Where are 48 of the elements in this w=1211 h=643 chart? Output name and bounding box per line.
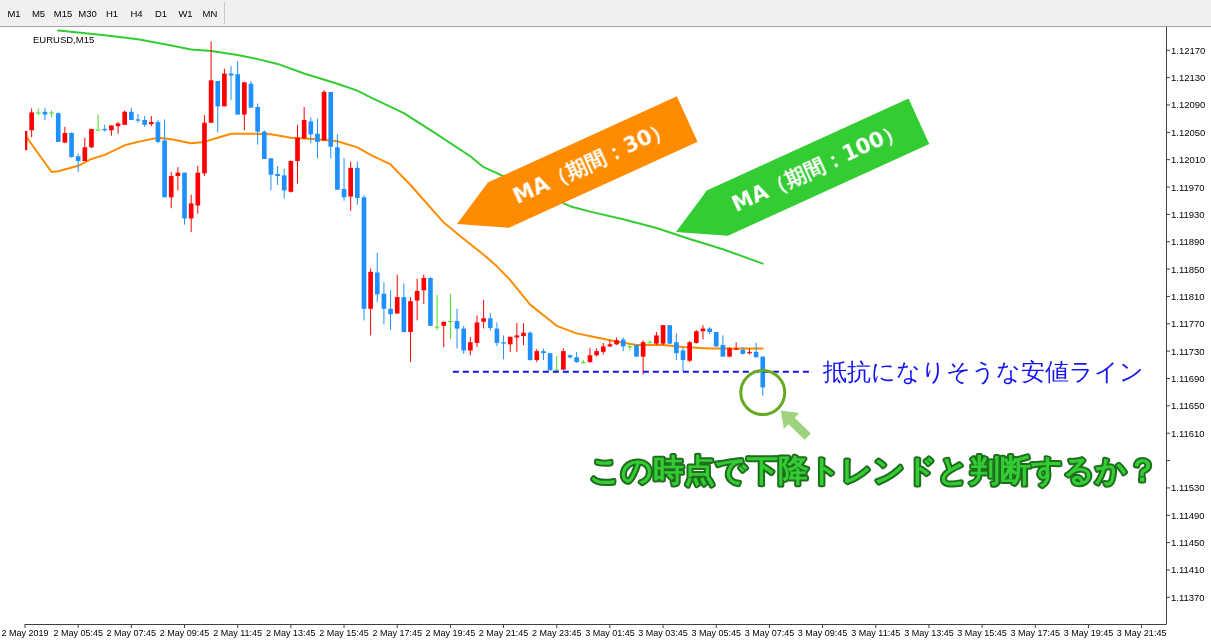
x-tick-label: 3 May 03:45	[638, 628, 688, 638]
x-tick-label: 3 May 21:45	[1116, 628, 1167, 638]
y-tick-label: 1.11450	[1171, 537, 1205, 549]
x-tick-label: 3 May 11:45	[851, 628, 901, 638]
y-tick-label: 1.11730	[1171, 345, 1205, 357]
x-tick-label: 3 May 09:45	[797, 628, 848, 638]
x-tick-label: 3 May 17:45	[1010, 628, 1061, 638]
y-tick-label: 1.11610	[1171, 427, 1205, 439]
ref-line-label: 抵抗になりそうな安値ライン	[821, 357, 1144, 386]
y-tick-label: 1.11970	[1171, 181, 1205, 193]
x-tick-label: 3 May 15:45	[957, 628, 1007, 638]
y-tick-label: 1.11490	[1171, 509, 1205, 521]
x-tick-label: 3 May 01:45	[585, 628, 635, 638]
x-tick-label: 3 May 07:45	[744, 628, 795, 638]
y-tick-label: 1.11850	[1171, 263, 1205, 275]
y-tick-label: 1.11690	[1171, 373, 1205, 384]
x-tick-label: 2 May 15:45	[319, 628, 369, 638]
y-tick-label: 1.12050	[1171, 126, 1206, 138]
x-tick-label: 2 May 07:45	[106, 628, 157, 638]
x-tick-label: 3 May 05:45	[691, 628, 742, 638]
y-tick-label: 1.11890	[1171, 236, 1205, 248]
y-tick-label: 1.11650	[1171, 400, 1205, 412]
x-tick-label: 2 May 23:45	[531, 628, 582, 638]
x-tick-label: 2 May 21:45	[478, 628, 529, 638]
x-tick-label: 2 May 19:45	[425, 628, 476, 638]
y-tick-label: 1.12170	[1171, 44, 1206, 56]
x-tick-label: 2 May 11:45	[213, 628, 263, 638]
text: EURUSD,M15	[33, 33, 95, 45]
y-tick-label: 1.11370	[1171, 591, 1205, 603]
y-tick-label: 1.11770	[1171, 318, 1205, 330]
y-tick-label: 1.11530	[1171, 482, 1205, 494]
y-tick-label: 1.12010	[1171, 154, 1206, 166]
x-tick-label: 2 May 17:45	[372, 628, 422, 638]
x-tick-label: 2 May 2019	[1, 628, 49, 638]
x-tick-label: 2 May 13:45	[266, 628, 316, 638]
annotation: この時点で下降トレンドと判断するか？	[589, 452, 1158, 488]
series-label: MA（期間：30）	[509, 115, 676, 209]
x-tick-label: 2 May 05:45	[53, 628, 103, 638]
y-tick-label: 1.11930	[1171, 208, 1205, 220]
series-label: MA（期間：100）	[728, 117, 908, 217]
toolbar: M1 M5 M15 M30 H1 H4 D1 W1 MN	[0, 0, 1211, 27]
x-tick-label: 3 May 19:45	[1063, 628, 1114, 638]
y-tick-label: 1.12130	[1171, 72, 1206, 84]
y-tick-label: 1.12090	[1171, 99, 1206, 111]
x-tick-label: 3 May 13:45	[904, 628, 954, 638]
y-tick-label: 1.11410	[1171, 564, 1205, 576]
x-tick-label: 2 May 09:45	[159, 628, 210, 638]
y-tick-label: 1.11810	[1171, 290, 1205, 302]
